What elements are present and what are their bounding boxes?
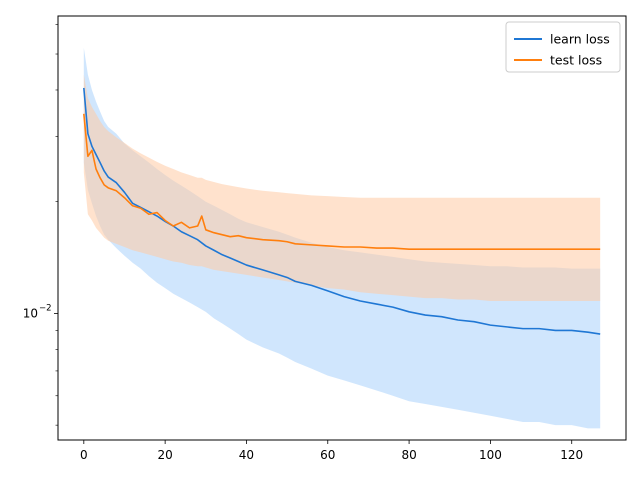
line-learn-loss bbox=[83, 87, 601, 335]
band-learn-loss bbox=[83, 47, 601, 429]
x-tick-label: 100 bbox=[479, 448, 502, 462]
x-tick-label: 120 bbox=[560, 448, 583, 462]
x-tick-label: 60 bbox=[320, 448, 335, 462]
line-test-loss bbox=[83, 113, 601, 250]
band-test-loss bbox=[83, 74, 601, 302]
x-tick-label: 0 bbox=[80, 448, 88, 462]
y-tick-label-exponent: −2 bbox=[39, 303, 52, 313]
legend-label: learn loss bbox=[550, 32, 610, 47]
series-lines bbox=[83, 87, 601, 335]
legend: learn loss test loss bbox=[505, 21, 621, 73]
y-tick-label: 10 bbox=[23, 306, 38, 320]
x-tick-label: 20 bbox=[157, 448, 172, 462]
x-tick-label: 80 bbox=[401, 448, 416, 462]
x-axis: 0 20 40 60 80 100 120 bbox=[80, 440, 583, 462]
legend-label: test loss bbox=[550, 53, 602, 68]
y-axis: 10 −2 bbox=[23, 24, 58, 426]
x-tick-label: 40 bbox=[239, 448, 254, 462]
plot-frame bbox=[57, 15, 627, 441]
confidence-bands bbox=[83, 47, 601, 429]
